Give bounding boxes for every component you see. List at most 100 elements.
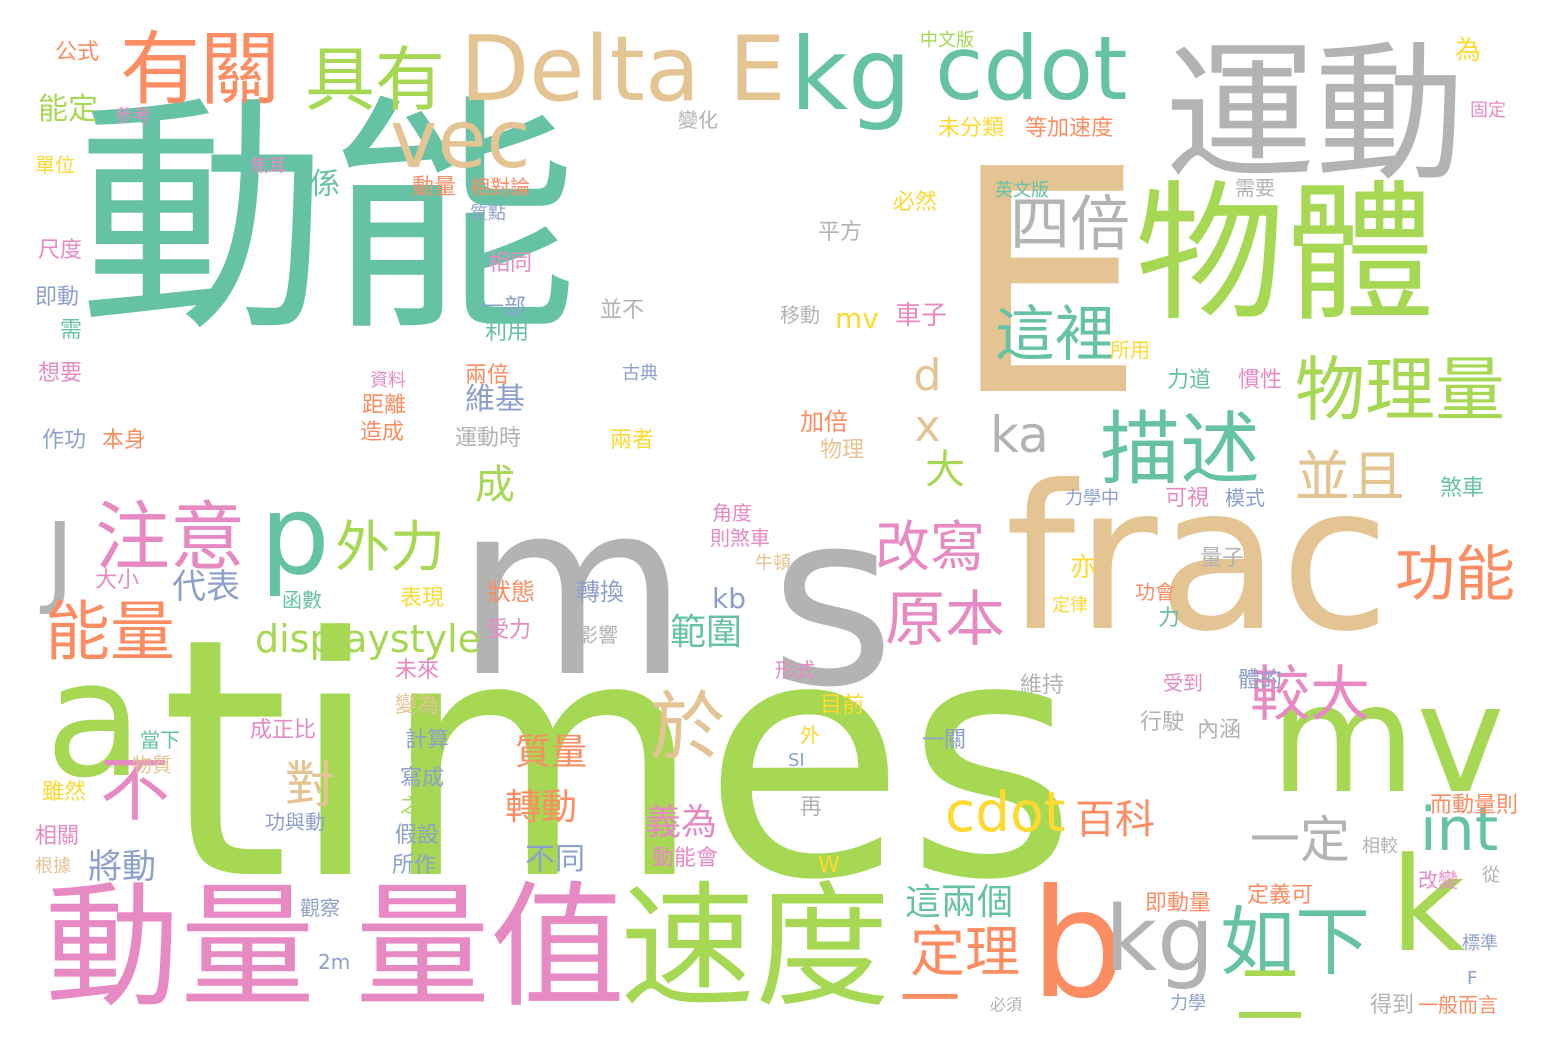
cloud-word: 所作 bbox=[392, 853, 437, 878]
cloud-word: 定律 bbox=[1052, 595, 1088, 616]
cloud-word: 有關 bbox=[120, 23, 280, 116]
cloud-word: 兩倍 bbox=[465, 363, 510, 388]
cloud-word: 形式 bbox=[775, 658, 815, 682]
cloud-word: 想要 bbox=[38, 361, 83, 386]
cloud-word: 物理量 bbox=[1295, 349, 1505, 431]
cloud-word: 外 bbox=[800, 723, 820, 747]
cloud-word: ka bbox=[990, 406, 1049, 464]
cloud-word: 動能會 bbox=[652, 846, 719, 871]
cloud-word: J bbox=[45, 501, 75, 618]
cloud-word: 當下 bbox=[140, 728, 180, 752]
cloud-word: F bbox=[1467, 968, 1478, 989]
cloud-word: 慣性 bbox=[1238, 368, 1283, 393]
cloud-word: 即動 bbox=[35, 285, 80, 310]
cloud-word: kg bbox=[790, 16, 912, 133]
cloud-word: 這兩個 bbox=[905, 882, 1014, 923]
cloud-word: 定義可 bbox=[1247, 883, 1314, 908]
cloud-word: 原本 bbox=[885, 585, 1005, 655]
cloud-word: p bbox=[260, 471, 330, 599]
cloud-word: 函數 bbox=[282, 588, 322, 612]
cloud-word: 之間 bbox=[400, 793, 440, 817]
cloud-word: 大小 bbox=[95, 568, 140, 593]
cloud-word: 目前 bbox=[820, 693, 865, 718]
cloud-word: 狀態 bbox=[487, 578, 535, 606]
cloud-word: 不 bbox=[100, 749, 170, 831]
cloud-word: k bbox=[1390, 829, 1466, 981]
cloud-word: 將動 bbox=[88, 847, 156, 887]
cloud-word: 本身 bbox=[102, 428, 147, 453]
cloud-word: 必然 bbox=[893, 190, 938, 215]
cloud-word: 義為 bbox=[645, 802, 718, 843]
cloud-word: 必須 bbox=[990, 995, 1023, 1014]
cloud-word: 觀察 bbox=[300, 896, 340, 920]
cloud-word: 受力 bbox=[487, 618, 532, 643]
cloud-word: 行駛 bbox=[1140, 710, 1185, 735]
cloud-word: 一定 bbox=[1250, 811, 1350, 869]
cloud-word: cdot bbox=[935, 17, 1128, 120]
cloud-word: 未分類 bbox=[938, 116, 1005, 141]
cloud-word: 需要 bbox=[1235, 176, 1275, 200]
cloud-word: b bbox=[1030, 858, 1126, 1032]
cloud-word: 相對論 bbox=[470, 175, 530, 199]
cloud-word: 可視 bbox=[1165, 486, 1210, 511]
cloud-word: 得到 bbox=[1370, 993, 1415, 1018]
cloud-word: 物理 bbox=[820, 438, 865, 463]
cloud-word: 計算 bbox=[405, 728, 450, 753]
cloud-word: 不同 bbox=[525, 842, 585, 877]
cloud-word: 質點 bbox=[470, 203, 506, 224]
cloud-word: 力 bbox=[1158, 606, 1181, 631]
cloud-word: 亦 bbox=[1070, 553, 1097, 583]
cloud-word: 轉換 bbox=[576, 578, 624, 606]
cloud-word: 受到 bbox=[1163, 671, 1203, 695]
cloud-word: 一關 bbox=[922, 728, 967, 753]
cloud-word: 作功 bbox=[42, 428, 87, 453]
cloud-word: 影響 bbox=[578, 623, 618, 647]
cloud-word: 運動 bbox=[1165, 28, 1466, 202]
cloud-word: 動量 bbox=[412, 175, 457, 200]
cloud-word: 係 bbox=[310, 167, 340, 202]
cloud-word: 牛頓 bbox=[755, 553, 791, 574]
cloud-word: 維持 bbox=[1020, 673, 1065, 698]
cloud-word: kg bbox=[1105, 887, 1215, 992]
cloud-word: displaystyle bbox=[255, 617, 482, 661]
cloud-word: 範圍 bbox=[670, 612, 743, 653]
cloud-word: 具有 bbox=[305, 39, 445, 121]
cloud-word: SI bbox=[788, 750, 805, 771]
cloud-word: 四倍 bbox=[1010, 190, 1130, 260]
cloud-word: 中文版 bbox=[920, 30, 974, 51]
cloud-word: 功與動 bbox=[265, 810, 325, 834]
cloud-word: 速度 bbox=[620, 869, 890, 1026]
cloud-word: 焦耳 bbox=[250, 156, 286, 177]
cloud-word: times bbox=[160, 568, 1078, 952]
cloud-word: 力道 bbox=[1167, 368, 1212, 393]
cloud-word: 一 bbox=[900, 965, 960, 1035]
cloud-word: 寫成 bbox=[400, 766, 445, 791]
cloud-word: 則煞車 bbox=[710, 526, 770, 550]
cloud-word: 從 bbox=[1482, 865, 1500, 886]
cloud-word: 代表 bbox=[172, 567, 240, 607]
cloud-word: cdot bbox=[945, 780, 1066, 844]
cloud-word: 一部 bbox=[482, 295, 527, 320]
cloud-word: 相同 bbox=[488, 251, 533, 276]
cloud-word: 未來 bbox=[395, 658, 440, 683]
cloud-word: E bbox=[950, 104, 1146, 465]
cloud-word: Delta E bbox=[460, 17, 786, 122]
cloud-word: 並且 bbox=[1295, 445, 1406, 509]
cloud-word: 為 bbox=[1455, 36, 1482, 66]
cloud-word: 即動量 bbox=[1145, 891, 1212, 916]
cloud-word: 二 bbox=[1235, 954, 1305, 1036]
cloud-word: 相較 bbox=[1362, 836, 1398, 857]
cloud-word: 英文版 bbox=[995, 180, 1049, 201]
cloud-word: 外力 bbox=[335, 515, 446, 579]
cloud-word: 標準 bbox=[1462, 933, 1498, 954]
cloud-word: 一般而言 bbox=[1418, 993, 1498, 1017]
cloud-word: 相關 bbox=[35, 824, 80, 849]
cloud-word: 表現 bbox=[400, 586, 445, 611]
cloud-word: 改寫 bbox=[875, 515, 986, 579]
cloud-word: 平方 bbox=[818, 220, 863, 245]
cloud-word: 百科 bbox=[1075, 797, 1155, 843]
cloud-word: 等加速度 bbox=[1025, 116, 1114, 141]
cloud-word: 資料 bbox=[370, 370, 406, 391]
cloud-word: 內涵 bbox=[1197, 718, 1242, 743]
